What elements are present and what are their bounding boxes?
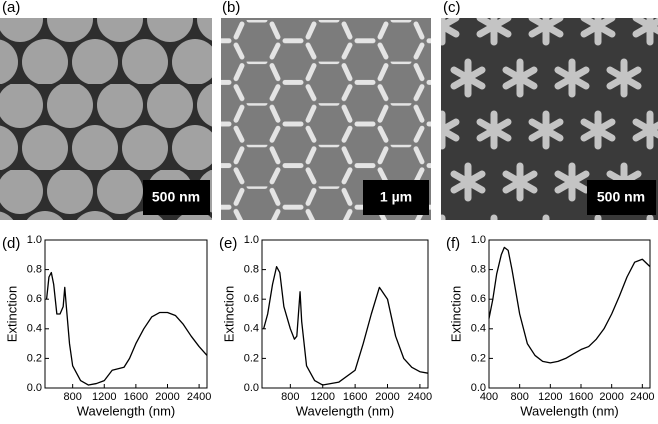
chart: (d) 0.0 0.2 0.4 0.6 0.8 1.0 800 1200 1600 2000 2400… [2, 234, 211, 419]
y-tick-label: 0.8 [471, 264, 486, 276]
panel-label: (a) [2, 0, 20, 16]
chart: (f) 0.0 0.2 0.4 0.6 0.8 1.0 400 800 1200 1600 2000 2… [446, 234, 655, 419]
y-tick-label: 0.4 [471, 323, 486, 335]
x-tick-label: 1600 [343, 391, 367, 403]
scale-bar-label: 500 nm [152, 189, 200, 205]
x-tick-label: 800 [510, 391, 528, 403]
x-axis-label: Wavelength (nm) [77, 403, 176, 418]
x-tick-label: 2000 [155, 391, 179, 403]
y-tick-label: 0.8 [27, 264, 42, 276]
panel-label: (d) [2, 235, 20, 252]
x-tick-label: 1600 [124, 391, 148, 403]
plot-frame [488, 239, 651, 389]
y-tick-label: 0.0 [471, 382, 486, 394]
x-tick-label: 2000 [375, 391, 399, 403]
x-tick-label: 2400 [187, 391, 211, 403]
y-tick-label: 1.0 [471, 234, 486, 246]
plot-frame [261, 239, 429, 389]
x-axis-label: Wavelength (nm) [520, 403, 619, 418]
y-tick-label: 0.0 [244, 382, 259, 394]
panel-label: (c) [443, 0, 461, 16]
y-tick-label: 0.2 [27, 352, 42, 364]
y-tick-label: 1.0 [27, 234, 42, 246]
scale-bar-label: 500 nm [597, 189, 645, 205]
sem-image-c: 500 nm (c) [441, 0, 658, 220]
x-axis-label: Wavelength (nm) [296, 403, 395, 418]
y-tick-label: 0.0 [27, 382, 42, 394]
scale-bar-label: 1 µm [380, 189, 412, 205]
panel-label: (e) [219, 235, 237, 252]
y-tick-label: 0.8 [244, 264, 259, 276]
x-tick-label: 2400 [408, 391, 432, 403]
x-tick-label: 800 [63, 391, 81, 403]
panel-label: (b) [222, 0, 240, 16]
x-tick-label: 1200 [92, 391, 116, 403]
panel-label: (f) [446, 235, 460, 252]
y-tick-label: 0.6 [244, 293, 259, 305]
sem-image-b: 1 µm (b) [221, 0, 431, 220]
y-tick-label: 0.4 [244, 323, 259, 335]
y-axis-label: Extinction [221, 286, 236, 342]
sem-image-a: 500 nm (a) [0, 0, 212, 220]
y-tick-label: 0.2 [244, 352, 259, 364]
data-line [45, 271, 208, 386]
x-tick-label: 2000 [599, 391, 623, 403]
y-tick-label: 0.4 [27, 323, 42, 335]
y-tick-label: 0.2 [471, 352, 486, 364]
y-tick-label: 0.6 [27, 293, 42, 305]
x-tick-label: 1600 [569, 391, 593, 403]
chart: (e) 0.0 0.2 0.4 0.6 0.8 1.0 800 1200 1600 2000 2400… [219, 234, 432, 419]
data-line [488, 246, 651, 364]
y-tick-label: 1.0 [244, 234, 259, 246]
x-tick-label: 1200 [310, 391, 334, 403]
y-axis-label: Extinction [448, 286, 463, 342]
x-tick-label: 800 [281, 391, 299, 403]
x-tick-label: 2400 [630, 391, 654, 403]
x-tick-label: 1200 [538, 391, 562, 403]
y-tick-label: 0.6 [471, 293, 486, 305]
plot-frame [44, 239, 208, 389]
data-line [262, 265, 429, 386]
y-axis-label: Extinction [4, 286, 19, 342]
x-tick-label: 400 [480, 391, 498, 403]
